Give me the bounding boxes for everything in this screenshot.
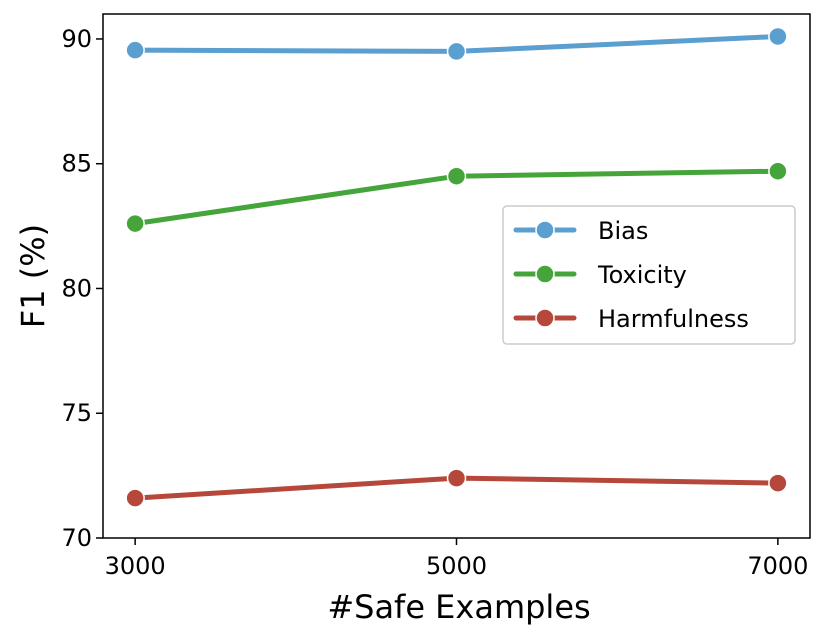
- data-point-toxicity: [446, 166, 467, 186]
- y-tick-label: 70: [61, 524, 92, 552]
- data-point-harmfulness: [125, 488, 145, 508]
- x-tick-label: 5000: [426, 552, 487, 580]
- legend-marker: [535, 220, 555, 240]
- legend: Bias Toxicity Harmfulness: [502, 205, 796, 345]
- x-axis-title: #Safe Examples: [327, 588, 590, 626]
- y-axis-title: F1 (%): [14, 224, 52, 328]
- series-layer: [125, 26, 788, 508]
- y-tick-label: 90: [61, 25, 92, 53]
- data-point-harmfulness: [768, 473, 788, 493]
- legend-marker: [535, 264, 555, 284]
- y-tick-label: 75: [61, 399, 92, 427]
- data-point-harmfulness: [446, 468, 467, 488]
- data-point-toxicity: [768, 161, 788, 181]
- legend-label: Harmfulness: [598, 305, 749, 333]
- y-axis: 70 75 80 85 90: [61, 25, 103, 552]
- x-axis: 3000 5000 7000: [105, 538, 808, 580]
- legend-label: Toxicity: [597, 261, 687, 289]
- data-point-bias: [125, 40, 145, 60]
- legend-marker: [535, 308, 555, 328]
- data-point-bias: [446, 41, 467, 62]
- data-point-bias: [768, 26, 788, 47]
- x-tick-label: 7000: [747, 552, 808, 580]
- y-tick-label: 85: [61, 150, 92, 178]
- x-tick-label: 3000: [105, 552, 166, 580]
- data-point-toxicity: [125, 213, 145, 234]
- legend-box: [502, 205, 796, 345]
- legend-label: Bias: [598, 217, 648, 245]
- y-tick-label: 80: [61, 274, 92, 302]
